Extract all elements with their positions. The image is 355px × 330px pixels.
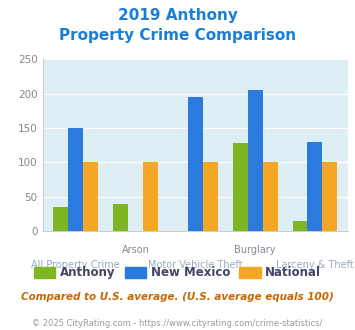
Bar <box>248 90 263 231</box>
Bar <box>203 162 218 231</box>
Bar <box>83 162 98 231</box>
Bar <box>143 162 158 231</box>
Text: © 2025 CityRating.com - https://www.cityrating.com/crime-statistics/: © 2025 CityRating.com - https://www.city… <box>32 319 323 328</box>
Text: 2019 Anthony: 2019 Anthony <box>118 8 237 23</box>
Bar <box>188 97 203 231</box>
Text: Property Crime Comparison: Property Crime Comparison <box>59 28 296 43</box>
Text: Motor Vehicle Theft: Motor Vehicle Theft <box>148 260 242 270</box>
Bar <box>68 128 83 231</box>
Bar <box>263 162 278 231</box>
Legend: Anthony, New Mexico, National: Anthony, New Mexico, National <box>29 262 326 284</box>
Text: Larceny & Theft: Larceny & Theft <box>276 260 354 270</box>
Bar <box>113 204 128 231</box>
Text: Burglary: Burglary <box>234 245 276 255</box>
Text: All Property Crime: All Property Crime <box>31 260 120 270</box>
Bar <box>293 221 307 231</box>
Bar <box>233 143 248 231</box>
Bar <box>322 162 337 231</box>
Text: Compared to U.S. average. (U.S. average equals 100): Compared to U.S. average. (U.S. average … <box>21 292 334 302</box>
Text: Arson: Arson <box>121 245 149 255</box>
Bar <box>307 142 322 231</box>
Bar <box>53 207 68 231</box>
